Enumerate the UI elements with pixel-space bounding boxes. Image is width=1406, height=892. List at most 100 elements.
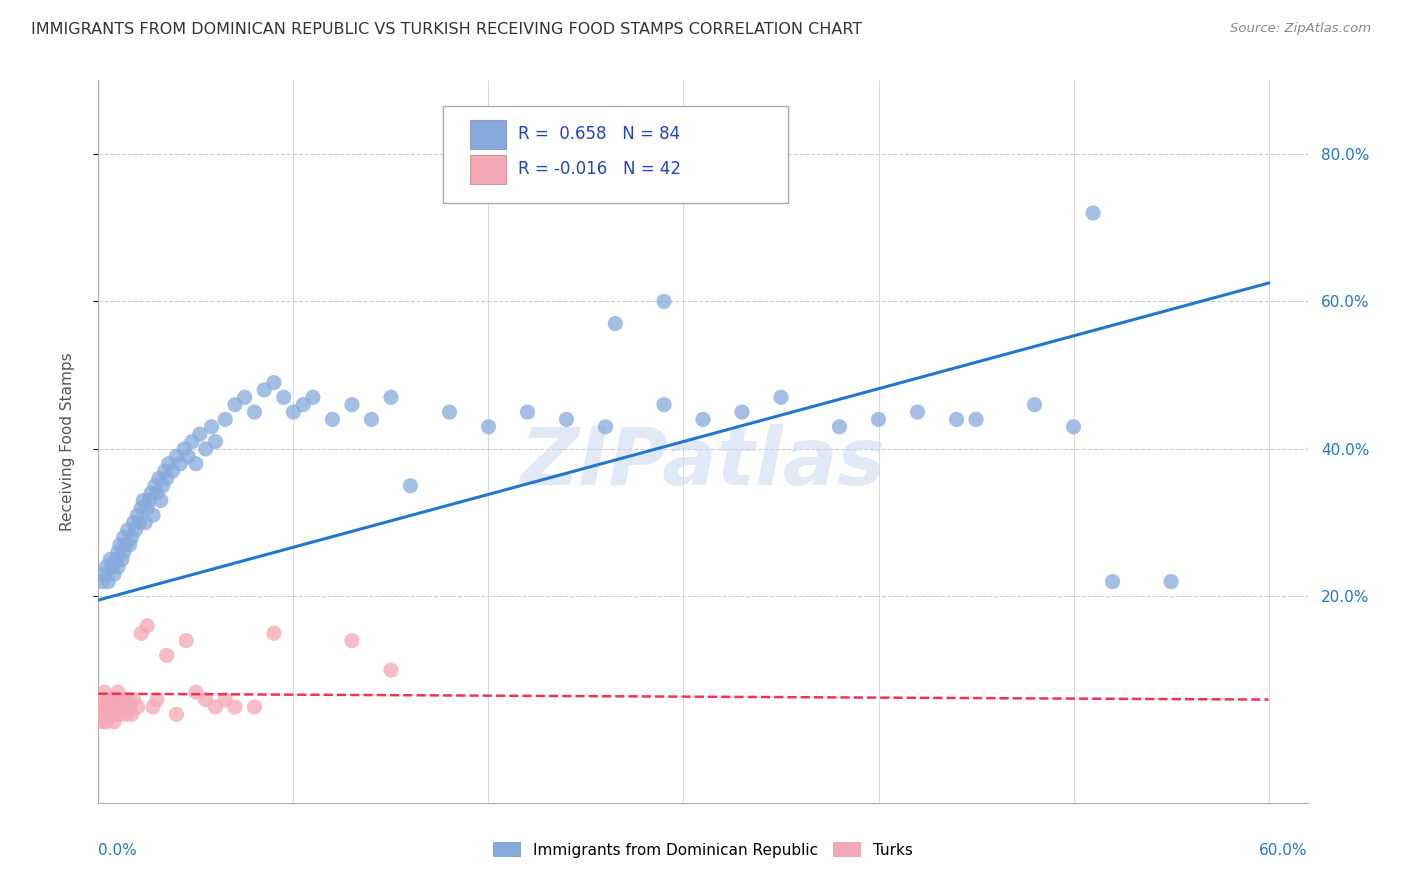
Point xyxy=(214,412,236,426)
Point xyxy=(118,700,141,714)
Point xyxy=(153,464,176,478)
Point xyxy=(292,398,315,412)
Point xyxy=(134,516,156,530)
Point xyxy=(399,479,422,493)
FancyBboxPatch shape xyxy=(470,154,506,184)
Point xyxy=(731,405,754,419)
Point xyxy=(97,707,120,722)
Point xyxy=(595,419,617,434)
Point xyxy=(273,390,295,404)
Point xyxy=(360,412,382,426)
Point xyxy=(98,700,121,714)
Point xyxy=(136,500,159,515)
FancyBboxPatch shape xyxy=(470,120,506,149)
Point xyxy=(107,685,129,699)
Text: 60.0%: 60.0% xyxy=(1260,843,1308,857)
Point xyxy=(93,707,115,722)
Point xyxy=(111,692,134,706)
Point xyxy=(132,493,155,508)
Point xyxy=(652,398,675,412)
Point xyxy=(96,560,118,574)
Point xyxy=(107,700,129,714)
Point xyxy=(107,560,129,574)
Point xyxy=(98,707,121,722)
Point xyxy=(945,412,967,426)
Point xyxy=(165,707,187,722)
Point xyxy=(233,390,256,404)
Point xyxy=(112,530,135,544)
Text: Source: ZipAtlas.com: Source: ZipAtlas.com xyxy=(1230,22,1371,36)
Point xyxy=(965,412,987,426)
Point xyxy=(121,530,143,544)
Point xyxy=(138,493,160,508)
Point xyxy=(128,516,150,530)
Point xyxy=(165,450,187,464)
Point xyxy=(605,317,627,331)
Point xyxy=(124,523,146,537)
Y-axis label: Receiving Food Stamps: Receiving Food Stamps xyxy=(60,352,75,531)
Point xyxy=(108,707,131,722)
Point xyxy=(769,390,792,404)
Point xyxy=(122,692,145,706)
Point xyxy=(263,376,285,390)
Point xyxy=(1024,398,1046,412)
Point xyxy=(194,442,217,456)
Point xyxy=(253,383,276,397)
Point xyxy=(177,450,200,464)
Point xyxy=(184,685,207,699)
Point xyxy=(143,479,166,493)
Legend: Immigrants from Dominican Republic, Turks: Immigrants from Dominican Republic, Turk… xyxy=(486,836,920,863)
Point xyxy=(148,471,170,485)
Point xyxy=(103,700,125,714)
Point xyxy=(340,398,363,412)
Point xyxy=(157,457,180,471)
Text: IMMIGRANTS FROM DOMINICAN REPUBLIC VS TURKISH RECEIVING FOOD STAMPS CORRELATION : IMMIGRANTS FROM DOMINICAN REPUBLIC VS TU… xyxy=(31,22,862,37)
Point xyxy=(243,700,266,714)
Point xyxy=(652,294,675,309)
Point xyxy=(1081,206,1104,220)
Text: R =  0.658   N = 84: R = 0.658 N = 84 xyxy=(517,126,681,144)
Point xyxy=(117,523,139,537)
Point xyxy=(204,434,226,449)
Point xyxy=(146,692,169,706)
Point xyxy=(194,692,217,706)
Point xyxy=(101,692,124,706)
Point xyxy=(97,692,120,706)
Point xyxy=(555,412,578,426)
Point xyxy=(516,405,538,419)
Point xyxy=(142,700,165,714)
Point xyxy=(107,545,129,559)
Point xyxy=(152,479,174,493)
Point xyxy=(112,700,135,714)
Point xyxy=(184,457,207,471)
Point xyxy=(91,574,114,589)
Point xyxy=(127,508,149,523)
Point xyxy=(302,390,325,404)
Point xyxy=(380,390,402,404)
Point xyxy=(103,567,125,582)
Point xyxy=(224,700,246,714)
Point xyxy=(283,405,305,419)
Point xyxy=(91,714,114,729)
Point xyxy=(97,574,120,589)
Point xyxy=(103,714,125,729)
Text: ZIPatlas: ZIPatlas xyxy=(520,425,886,502)
Point xyxy=(340,633,363,648)
Point xyxy=(114,538,136,552)
Point xyxy=(114,707,136,722)
Point xyxy=(149,493,172,508)
Point xyxy=(439,405,461,419)
Point xyxy=(214,692,236,706)
Point xyxy=(156,471,179,485)
Point xyxy=(204,700,226,714)
Point xyxy=(142,508,165,523)
Point xyxy=(131,500,153,515)
Point xyxy=(243,405,266,419)
Point xyxy=(108,538,131,552)
Point xyxy=(122,516,145,530)
Point xyxy=(131,626,153,640)
Point xyxy=(200,419,222,434)
Point xyxy=(139,486,162,500)
FancyBboxPatch shape xyxy=(443,105,787,203)
Point xyxy=(224,398,246,412)
